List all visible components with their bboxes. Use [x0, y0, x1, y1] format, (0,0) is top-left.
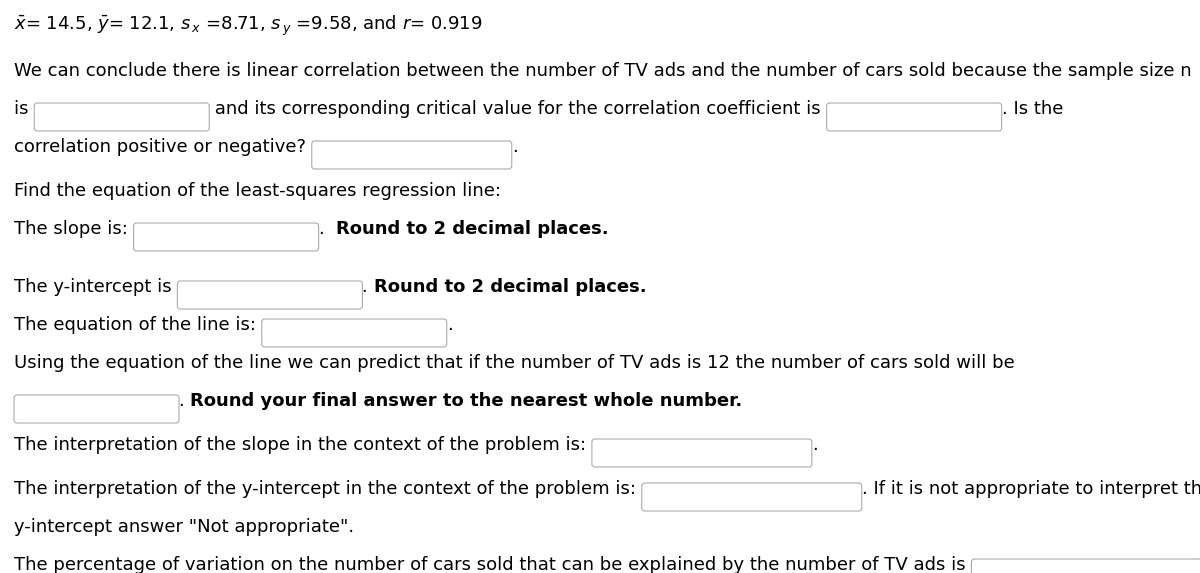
Text: Round your final answer to the nearest whole number.: Round your final answer to the nearest w…: [191, 392, 743, 410]
Text: The equation of the line is:: The equation of the line is:: [14, 316, 262, 334]
Text: .: .: [446, 316, 452, 334]
Text: .: .: [319, 220, 336, 238]
Text: .: .: [179, 392, 191, 410]
FancyBboxPatch shape: [14, 395, 179, 423]
Text: correlation positive or negative?: correlation positive or negative?: [14, 138, 312, 156]
FancyBboxPatch shape: [312, 141, 511, 169]
Text: The interpretation of the y-intercept in the context of the problem is:: The interpretation of the y-intercept in…: [14, 480, 642, 498]
FancyBboxPatch shape: [35, 103, 209, 131]
Text: The interpretation of the slope in the context of the problem is:: The interpretation of the slope in the c…: [14, 436, 592, 454]
Text: Using the equation of the line we can predict that if the number of TV ads is 12: Using the equation of the line we can pr…: [14, 354, 1015, 372]
FancyBboxPatch shape: [971, 559, 1200, 573]
Text: Round to 2 decimal places.: Round to 2 decimal places.: [336, 220, 608, 238]
Text: The percentage of variation on the number of cars sold that can be explained by : The percentage of variation on the numbe…: [14, 556, 971, 573]
FancyBboxPatch shape: [178, 281, 362, 309]
Text: Find the equation of the least-squares regression line:: Find the equation of the least-squares r…: [14, 182, 502, 200]
FancyBboxPatch shape: [827, 103, 1002, 131]
Text: The y-intercept is: The y-intercept is: [14, 278, 178, 296]
Text: .: .: [812, 436, 817, 454]
Text: is: is: [14, 100, 35, 118]
Text: and its corresponding critical value for the correlation coefficient is: and its corresponding critical value for…: [209, 100, 827, 118]
FancyBboxPatch shape: [592, 439, 812, 467]
Text: y-intercept answer "Not appropriate".: y-intercept answer "Not appropriate".: [14, 518, 354, 536]
Text: $\bar{x}$= 14.5, $\bar{y}$= 12.1, $s_{\,x}$ =8.71, $s_{\,y}$ =9.58, and $r$= 0.9: $\bar{x}$= 14.5, $\bar{y}$= 12.1, $s_{\,…: [14, 14, 482, 38]
Text: We can conclude there is linear correlation between the number of TV ads and the: We can conclude there is linear correlat…: [14, 62, 1192, 80]
FancyBboxPatch shape: [642, 483, 862, 511]
FancyBboxPatch shape: [262, 319, 446, 347]
FancyBboxPatch shape: [133, 223, 319, 251]
Text: Round to 2 decimal places.: Round to 2 decimal places.: [374, 278, 647, 296]
Text: .: .: [511, 138, 517, 156]
Text: The slope is:: The slope is:: [14, 220, 133, 238]
Text: . Is the: . Is the: [1002, 100, 1063, 118]
Text: .: .: [362, 278, 374, 296]
Text: . If it is not appropriate to interpret the: . If it is not appropriate to interpret …: [862, 480, 1200, 498]
